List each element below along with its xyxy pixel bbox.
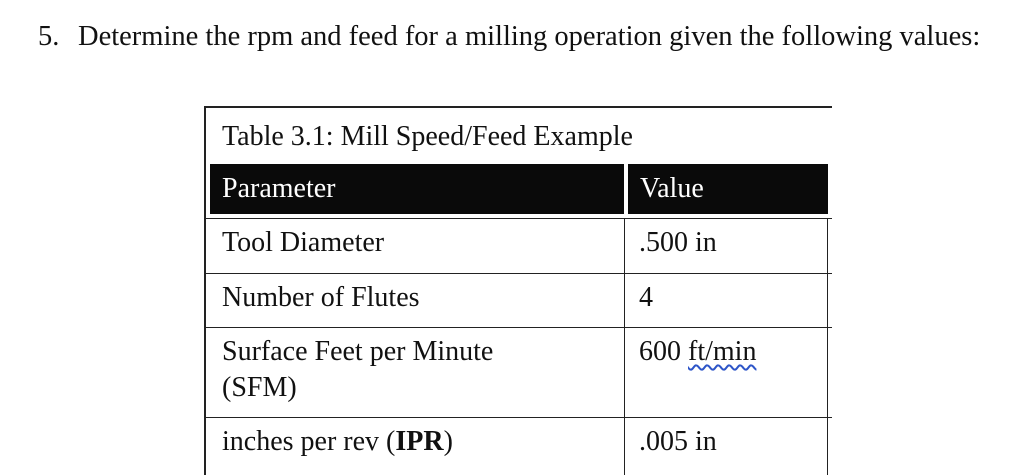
table-row-tool-diameter: Tool Diameter .500 in (204, 218, 832, 273)
cell-value: 4 (624, 274, 828, 327)
table-header-row: Parameter Value (210, 164, 828, 214)
value-text: 4 (639, 282, 653, 313)
speed-feed-table: Table 3.1: Mill Speed/Feed Example Param… (204, 106, 832, 475)
header-value: Value (628, 164, 828, 214)
table-caption: Table 3.1: Mill Speed/Feed Example (222, 121, 633, 152)
question: 5. Determine the rpm and feed for a mill… (38, 18, 998, 56)
table-top-border (204, 106, 832, 108)
cell-value: .500 in (624, 219, 828, 273)
cell-value: 600 ft/min (624, 328, 828, 417)
cell-parameter: Surface Feet per Minute (SFM) (204, 328, 624, 417)
parameter-text: Surface Feet per Minute (SFM) (222, 336, 494, 403)
table-row-number-of-flutes: Number of Flutes 4 (204, 273, 832, 327)
value-text: .500 in (639, 227, 717, 258)
cell-value: .005 in (624, 418, 828, 475)
parameter-suffix: ) (443, 426, 453, 457)
question-text: Determine the rpm and feed for a milling… (78, 21, 981, 52)
parameter-text: inches per rev (IPR) (222, 418, 624, 460)
value-text: .005 in (639, 426, 717, 457)
cell-parameter: inches per rev (IPR) (204, 418, 624, 475)
value-unit: ft/min (688, 336, 757, 367)
header-parameter: Parameter (210, 164, 624, 214)
parameter-text: Number of Flutes (222, 282, 420, 313)
question-number: 5. (38, 21, 60, 52)
parameter-text: Tool Diameter (222, 227, 385, 258)
cell-parameter: Tool Diameter (204, 219, 624, 273)
table-row-surface-feet: Surface Feet per Minute (SFM) 600 ft/min (204, 327, 832, 417)
value-text: 600 ft/min (639, 328, 827, 370)
parameter-prefix: inches per rev ( (222, 426, 396, 457)
table-left-border (204, 106, 206, 475)
parameter-bold: IPR (395, 426, 444, 457)
table-row-ipr: inches per rev (IPR) .005 in (204, 417, 832, 475)
value-number: 600 (639, 336, 681, 367)
cell-parameter: Number of Flutes (204, 274, 624, 327)
